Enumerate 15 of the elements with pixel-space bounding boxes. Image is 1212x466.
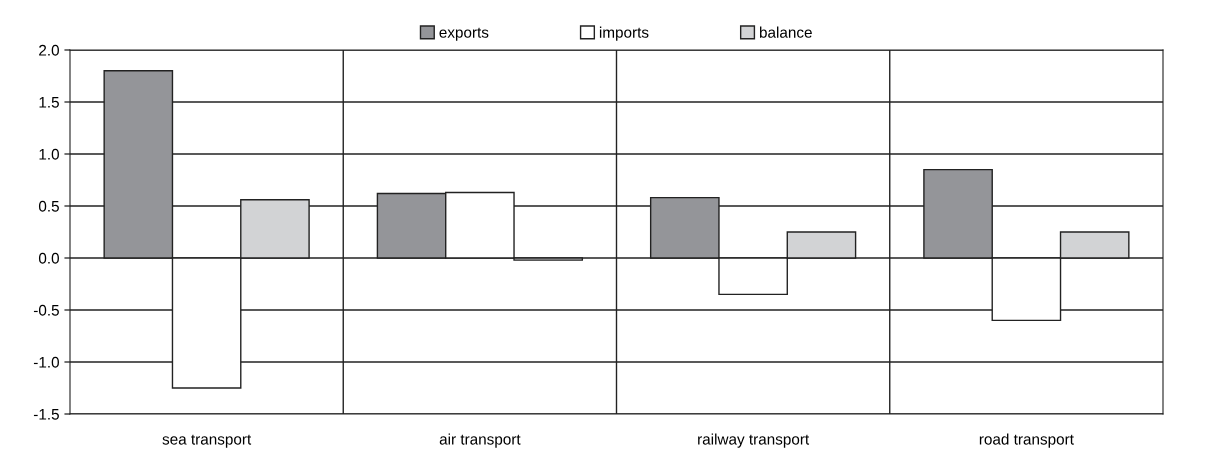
y-tick-label: -0.5: [33, 304, 59, 316]
legend-label: exports: [439, 27, 489, 41]
y-tick-label: 0.5: [38, 200, 59, 212]
legend-label: balance: [759, 26, 812, 38]
x-tick-label: road transport: [979, 433, 1074, 448]
y-tick-label: 1.5: [39, 97, 59, 108]
legend-label: imports: [599, 26, 649, 41]
x-tick-label: air transport: [439, 433, 521, 448]
y-tick-label: -1.5: [33, 409, 59, 420]
x-tick-label: railway transport: [698, 433, 810, 448]
y-tick-label: 2.0: [39, 44, 59, 56]
x-tick-label: sea transport: [162, 434, 252, 448]
y-tick-label: 0.0: [38, 252, 59, 264]
y-tick-label: -1.0: [33, 356, 59, 368]
y-tick-label: 1.0: [39, 148, 59, 160]
